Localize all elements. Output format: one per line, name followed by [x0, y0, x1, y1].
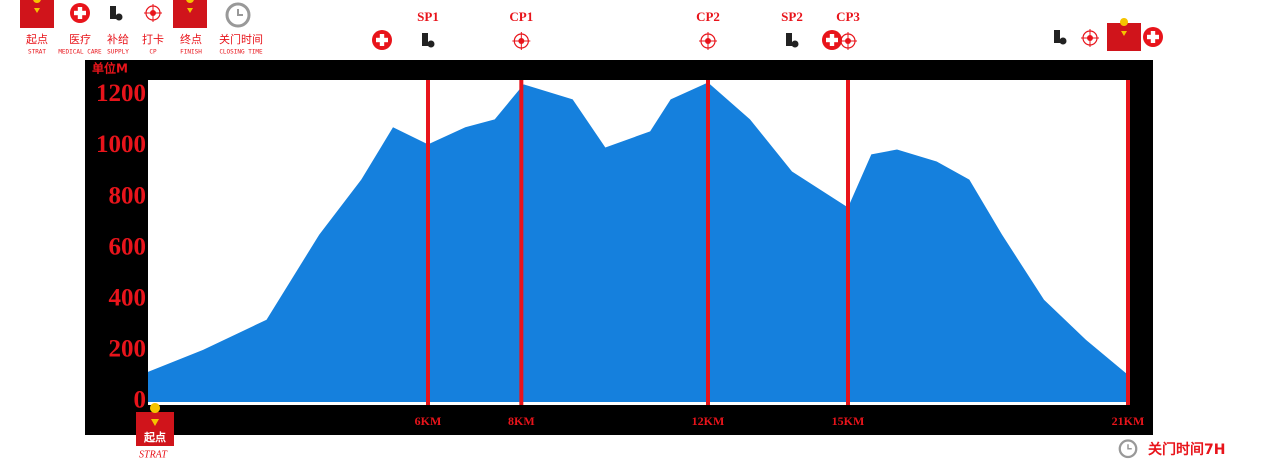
y-tick-label: 1000 [96, 131, 146, 158]
x-tick-label: 8KM [508, 414, 535, 428]
checkpoint-icon [511, 31, 531, 51]
start-label: 起点 [143, 430, 166, 444]
y-tick-label: 600 [109, 233, 147, 260]
start-sub: STRAT [139, 449, 168, 460]
legend-label: 起点 [26, 33, 48, 46]
legend-label: 终点 [180, 32, 202, 46]
checkpoint-icon [698, 31, 718, 51]
y-tick-label: 0 [134, 387, 147, 414]
x-tick-label: 15KM [832, 414, 865, 428]
x-tick-label: 21KM [1112, 414, 1145, 428]
checkpoint-icon [422, 33, 435, 48]
checkpoint-label: CP1 [509, 9, 533, 24]
legend-label: 打卡 [142, 32, 164, 46]
y-axis-label: 单位M [92, 61, 128, 76]
legend-sub: CP [149, 49, 157, 56]
y-tick-label: 200 [109, 336, 147, 363]
legend-label: 补给 [107, 33, 129, 46]
y-tick-label: 1200 [96, 80, 146, 107]
x-tick-label: 6KM [415, 414, 442, 428]
checkpoint-label: SP2 [781, 9, 803, 24]
x-tick-label: 12KM [692, 414, 725, 428]
y-tick-label: 800 [109, 182, 147, 209]
legend-sub: STRAT [28, 49, 46, 56]
elevation-area [148, 82, 1128, 403]
checkpoint-label: CP3 [836, 9, 860, 24]
closing-time: 关门时间7H [1148, 441, 1225, 458]
checkpoint-label: SP1 [417, 9, 439, 24]
legend-sub: SUPPLY [107, 49, 129, 56]
checkpoint-label: CP2 [696, 9, 720, 24]
route-icons [372, 18, 1163, 51]
legend-label: 关门时间 [219, 32, 263, 46]
legend-sub: MEDICAL CARE [58, 49, 102, 56]
legend-icons [20, 0, 251, 28]
legend-sub: FINISH [180, 49, 202, 56]
checkpoint-icon [786, 33, 799, 48]
checkpoint-icon [838, 31, 858, 51]
start-badge: 起点 STRAT [136, 402, 174, 460]
legend-label: 医疗 [69, 32, 91, 46]
legend-sub: CLOSING TIME [219, 49, 263, 56]
y-tick-label: 400 [109, 285, 147, 312]
